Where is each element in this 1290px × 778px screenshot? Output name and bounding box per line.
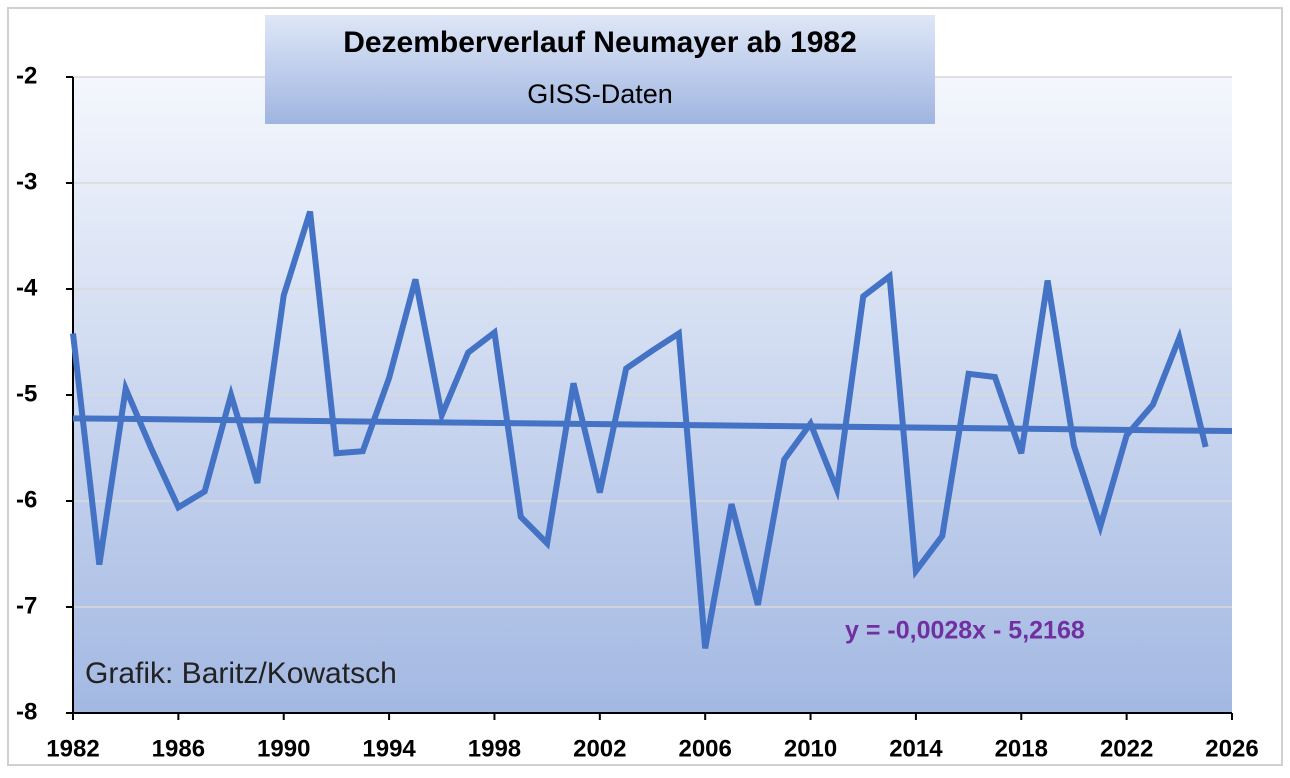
chart-subtitle: GISS-Daten: [527, 79, 673, 109]
x-tick-label: 2026: [1205, 735, 1258, 762]
y-tick-label: -6: [16, 486, 37, 513]
x-tick-label: 2018: [995, 735, 1048, 762]
y-tick-label: -2: [16, 62, 37, 89]
chart-title: Dezemberverlauf Neumayer ab 1982: [343, 26, 857, 59]
x-tick-label: 2006: [678, 735, 731, 762]
x-tick-label: 1986: [152, 735, 205, 762]
x-tick-label: 2010: [784, 735, 837, 762]
x-tick-label: 1998: [468, 735, 521, 762]
credit: Grafik: Baritz/Kowatsch: [85, 657, 397, 690]
y-tick-label: -8: [16, 698, 37, 725]
trend-equation: y = -0,0028x - 5,2168: [845, 617, 1085, 645]
x-tick-label: 2014: [889, 735, 943, 762]
x-tick-label: 2022: [1100, 735, 1153, 762]
x-tick-label: 1990: [257, 735, 310, 762]
y-tick-label: -4: [16, 274, 38, 301]
x-tick-label: 2002: [573, 735, 626, 762]
x-tick-label: 1994: [362, 735, 416, 762]
y-tick-label: -5: [16, 380, 37, 407]
x-tick-label: 1982: [46, 735, 99, 762]
title-box: [265, 15, 935, 124]
y-tick-label: -3: [16, 168, 37, 195]
y-tick-label: -7: [16, 592, 37, 619]
data-line: [70, 210, 1209, 649]
